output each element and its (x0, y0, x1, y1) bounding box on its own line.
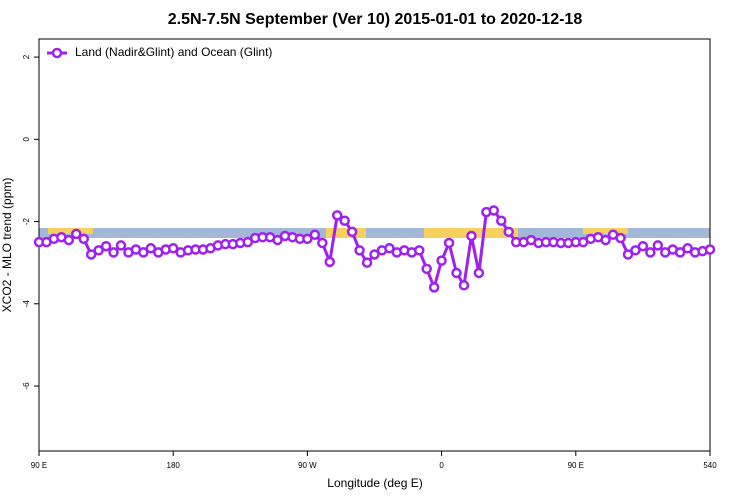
data-point (324, 256, 336, 268)
data-point (428, 282, 440, 293)
land-patch (48, 228, 93, 234)
data-point (600, 234, 611, 246)
legend-marker (51, 47, 63, 59)
data-point (622, 249, 634, 260)
land-patch (583, 228, 628, 234)
data-point (145, 243, 157, 254)
data-point (78, 233, 89, 245)
data-point (361, 257, 373, 268)
x-tick-label: 90 E (568, 461, 584, 470)
y-axis-label: XCO2 - MLO trend (ppm) (0, 178, 14, 313)
data-point (138, 247, 149, 258)
data-point (108, 247, 119, 258)
data-point (309, 229, 321, 240)
data-point (93, 245, 104, 256)
x-tick-label: 0 (439, 461, 444, 470)
legend-label: Land (Nadir&Glint) and Ocean (Glint) (75, 45, 272, 59)
ocean-band (39, 228, 710, 238)
chart-title: 2.5N-7.5N September (Ver 10) 2015-01-01 … (168, 11, 583, 28)
data-point (615, 232, 626, 244)
data-point (331, 210, 343, 221)
data-point (503, 226, 514, 238)
data-point (317, 237, 328, 249)
land-patch (326, 228, 366, 238)
data-point (85, 249, 97, 260)
data-point (369, 249, 380, 260)
data-point (495, 215, 507, 226)
y-tick-label: -4 (22, 300, 31, 308)
x-axis-label: Longitude (deg E) (327, 476, 422, 490)
data-point (100, 240, 112, 252)
y-tick-label: 2 (22, 54, 31, 59)
data-point (242, 236, 254, 248)
data-point (436, 255, 447, 266)
data-point (674, 247, 686, 258)
data-point (413, 245, 425, 256)
data-point (421, 263, 432, 275)
data-point (272, 234, 283, 246)
plot-frame (38, 38, 711, 452)
data-point (115, 240, 127, 251)
data-point (339, 215, 350, 226)
data-point (384, 243, 395, 254)
data-point (488, 205, 500, 216)
y-tick-label: 0 (22, 137, 31, 142)
data-point (167, 243, 179, 254)
data-point (652, 240, 664, 251)
y-tick-label: -6 (22, 382, 31, 390)
data-point (466, 230, 477, 242)
data-point (71, 228, 82, 240)
x-tick-label: 90 E (31, 461, 47, 470)
x-tick-label: 90 W (298, 461, 317, 470)
data-point (302, 233, 313, 245)
x-tick-label: 180 (167, 461, 181, 470)
data-point (63, 234, 75, 246)
data-point (458, 280, 470, 291)
data-point (637, 240, 649, 252)
x-tick-label: 540 (703, 461, 717, 470)
data-point (682, 243, 693, 254)
data-point (645, 247, 656, 258)
y-tick-label: -2 (22, 217, 31, 225)
data-point (451, 267, 462, 279)
data-point (473, 267, 485, 279)
data-point (630, 245, 641, 256)
data-point (704, 244, 716, 255)
data-point (443, 237, 455, 249)
data-point (354, 245, 365, 256)
data-point (346, 226, 358, 238)
